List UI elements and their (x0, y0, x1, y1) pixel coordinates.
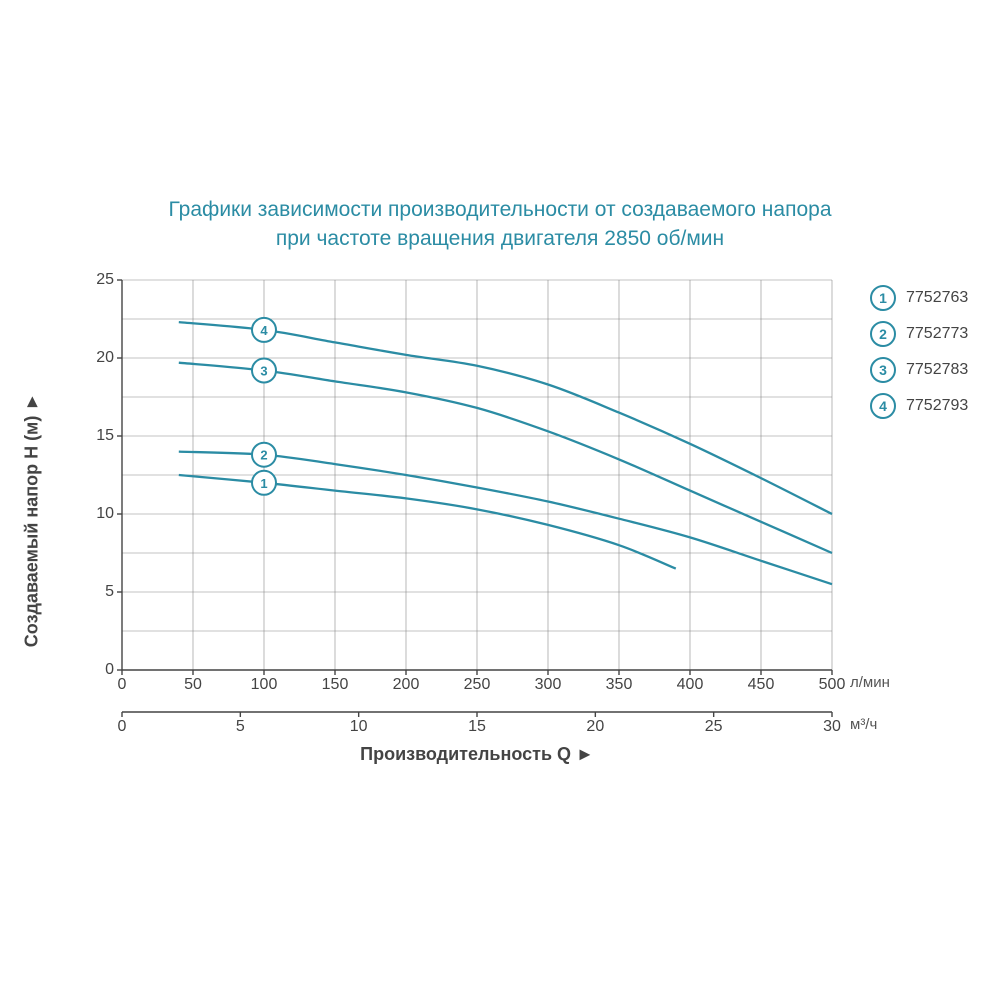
legend-label: 7752793 (906, 397, 968, 415)
legend-item: 3 7752783 (870, 352, 968, 388)
y-tick: 25 (96, 271, 114, 289)
curve-2 (179, 452, 832, 585)
y-tick: 0 (105, 661, 114, 679)
x-tick-secondary: 5 (236, 718, 245, 736)
legend-item: 4 7752793 (870, 388, 968, 424)
x-tick-secondary: 20 (586, 718, 604, 736)
curve-marker-4: 4 (252, 318, 276, 342)
legend-marker: 3 (870, 357, 896, 383)
title-line-2: при частоте вращения двигателя 2850 об/м… (276, 227, 724, 250)
x-tick-secondary: 30 (823, 718, 841, 736)
legend-item: 2 7752773 (870, 316, 968, 352)
svg-text:1: 1 (260, 476, 267, 491)
x-tick-primary: 350 (606, 676, 633, 694)
x-axis-label: Производительность Q ► (360, 744, 594, 765)
plot-area: 1234051015202505010015020025030035040045… (122, 280, 832, 670)
legend-item: 1 7752763 (870, 280, 968, 316)
y-tick: 5 (105, 583, 114, 601)
container: { "title_line1": "Графики зависимости пр… (0, 0, 1000, 1000)
svg-text:2: 2 (260, 448, 267, 463)
x-tick-secondary: 0 (118, 718, 127, 736)
plot-svg: 1 2 3 4 (122, 280, 832, 716)
y-tick: 15 (96, 427, 114, 445)
x-tick-primary: 300 (535, 676, 562, 694)
x-tick-secondary: 10 (350, 718, 368, 736)
legend-label: 7752763 (906, 289, 968, 307)
x-tick-primary: 450 (748, 676, 775, 694)
curve-3 (179, 363, 832, 553)
legend-label: 7752773 (906, 325, 968, 343)
x-tick-primary: 100 (251, 676, 278, 694)
curve-marker-3: 3 (252, 358, 276, 382)
curve-marker-1: 1 (252, 471, 276, 495)
y-axis-label: Создаваемый напор H (м) ► (22, 393, 43, 647)
legend-marker: 1 (870, 285, 896, 311)
y-tick: 20 (96, 349, 114, 367)
chart-title: Графики зависимости производительности о… (0, 195, 1000, 254)
title-line-1: Графики зависимости производительности о… (168, 198, 831, 221)
chart-area: Создаваемый напор H (м) ► 12340510152025… (72, 270, 972, 770)
x-tick-primary: 250 (464, 676, 491, 694)
x-unit-secondary: м³/ч (850, 716, 877, 733)
legend-label: 7752783 (906, 361, 968, 379)
x-tick-primary: 400 (677, 676, 704, 694)
x-tick-primary: 150 (322, 676, 349, 694)
x-tick-secondary: 15 (468, 718, 486, 736)
curve-marker-2: 2 (252, 443, 276, 467)
legend-marker: 4 (870, 393, 896, 419)
x-tick-primary: 200 (393, 676, 420, 694)
x-tick-primary: 500 (819, 676, 846, 694)
legend: 1 7752763 2 7752773 3 7752783 4 7752793 (870, 280, 968, 424)
x-tick-primary: 50 (184, 676, 202, 694)
svg-text:3: 3 (260, 363, 267, 378)
x-tick-secondary: 25 (705, 718, 723, 736)
legend-marker: 2 (870, 321, 896, 347)
x-unit-primary: л/мин (850, 674, 890, 691)
svg-text:4: 4 (260, 323, 268, 338)
y-tick: 10 (96, 505, 114, 523)
x-tick-primary: 0 (118, 676, 127, 694)
